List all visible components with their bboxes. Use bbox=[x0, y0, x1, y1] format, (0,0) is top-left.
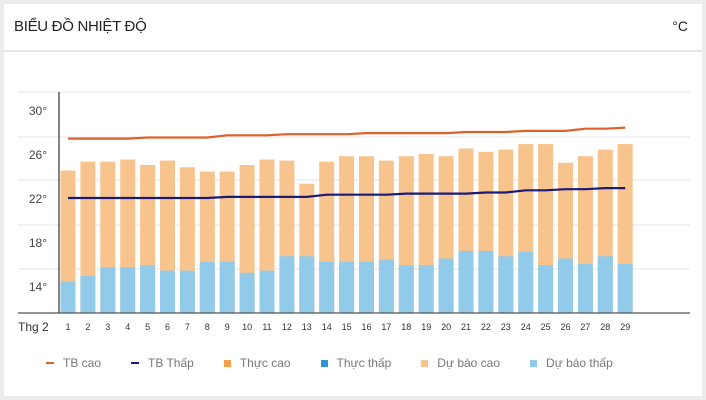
x-tick-label: 16 bbox=[361, 322, 371, 332]
x-tick-label: 4 bbox=[125, 322, 130, 332]
y-tick-label: 30° bbox=[29, 104, 47, 118]
legend-swatch bbox=[46, 362, 54, 364]
x-tick-label: 10 bbox=[242, 322, 252, 332]
forecast-low-bar bbox=[617, 264, 633, 313]
forecast-low-bar bbox=[279, 256, 295, 313]
x-tick-label: 28 bbox=[600, 322, 610, 332]
tb-cao-line bbox=[68, 126, 626, 140]
x-tick-label: 11 bbox=[262, 322, 271, 332]
legend-item-tb-thap[interactable]: TB Thấp bbox=[131, 356, 194, 370]
forecast-low-bar bbox=[538, 265, 554, 313]
x-tick-label: 20 bbox=[441, 322, 451, 332]
legend-item-du-bao-cao[interactable]: Dự báo cao bbox=[421, 356, 500, 370]
legend-item-du-bao-thap[interactable]: Dự báo thấp bbox=[530, 356, 613, 370]
x-tick-label: 17 bbox=[381, 322, 391, 332]
x-tick-label: 25 bbox=[541, 322, 551, 332]
forecast-low-bar bbox=[398, 265, 414, 313]
x-tick-label: 15 bbox=[342, 322, 352, 332]
y-tick-label: 22° bbox=[29, 192, 47, 206]
x-tick-label: 8 bbox=[205, 322, 210, 332]
forecast-low-bar bbox=[597, 256, 613, 313]
legend-item-thuc-cao[interactable]: Thực cao bbox=[223, 356, 291, 370]
forecast-low-bar bbox=[319, 261, 335, 313]
x-tick-label: 1 bbox=[65, 322, 70, 332]
legend-swatch bbox=[421, 359, 429, 367]
forecast-low-bar bbox=[518, 251, 534, 313]
y-tick-label: 14° bbox=[29, 280, 47, 294]
forecast-high-bar bbox=[60, 170, 76, 313]
legend-item-thuc-thap[interactable]: Thực thấp bbox=[320, 356, 392, 370]
unit-label: °C bbox=[672, 18, 688, 34]
forecast-low-bar bbox=[498, 256, 514, 313]
x-tick-label: 18 bbox=[401, 322, 411, 332]
tb-thap-line bbox=[68, 187, 626, 200]
forecast-high-bar bbox=[80, 161, 96, 313]
x-tick-label: 24 bbox=[521, 322, 531, 332]
chart-title: BIỂU ĐỒ NHIỆT ĐỘ bbox=[14, 18, 147, 35]
forecast-low-bar bbox=[438, 258, 454, 313]
x-tick-label: 21 bbox=[461, 322, 471, 332]
forecast-low-bar bbox=[219, 261, 235, 313]
x-tick-label: 14 bbox=[322, 322, 332, 332]
forecast-low-bar bbox=[199, 261, 215, 313]
forecast-low-bar bbox=[80, 276, 96, 313]
forecast-low-bar bbox=[478, 250, 494, 313]
legend-label: Dự báo thấp bbox=[546, 356, 613, 370]
forecast-low-bar bbox=[359, 261, 374, 313]
forecast-low-bar bbox=[179, 270, 195, 313]
x-tick-label: 13 bbox=[302, 322, 312, 332]
legend-swatch bbox=[223, 359, 231, 367]
forecast-low-bar bbox=[60, 281, 76, 313]
forecast-low-bar bbox=[140, 265, 156, 313]
legend-label: Thực cao bbox=[239, 356, 291, 370]
forecast-low-bar bbox=[239, 272, 255, 313]
x-tick-label: 7 bbox=[185, 322, 190, 332]
forecast-low-bar bbox=[299, 256, 315, 313]
x-tick-label: 5 bbox=[145, 322, 150, 332]
legend-swatch bbox=[530, 359, 538, 367]
x-tick-label: 27 bbox=[580, 322, 590, 332]
forecast-low-bar bbox=[339, 261, 355, 313]
x-tick-label: 23 bbox=[501, 322, 511, 332]
y-tick-label: 26° bbox=[29, 148, 47, 162]
forecast-low-bar bbox=[558, 258, 573, 313]
x-tick-label: 12 bbox=[282, 322, 292, 332]
x-tick-label: 29 bbox=[620, 322, 630, 332]
legend-label: TB Thấp bbox=[148, 356, 194, 370]
legend-label: Dự báo cao bbox=[437, 356, 501, 370]
chart-header: BIỂU ĐỒ NHIỆT ĐỘ °C bbox=[4, 4, 702, 52]
x-tick-label: 9 bbox=[225, 322, 230, 332]
x-tick-label: 3 bbox=[105, 322, 110, 332]
x-tick-label: 19 bbox=[421, 322, 431, 332]
forecast-low-bar bbox=[418, 265, 434, 313]
forecast-low-bar bbox=[378, 259, 394, 313]
forecast-low-bar bbox=[458, 250, 474, 313]
legend-item-tb-cao[interactable]: TB cao bbox=[46, 356, 101, 370]
forecast-low-bar bbox=[100, 267, 116, 313]
forecast-low-bar bbox=[577, 264, 593, 313]
x-tick-label: 22 bbox=[481, 322, 491, 332]
x-tick-label: 6 bbox=[165, 322, 170, 332]
forecast-low-bar bbox=[160, 270, 175, 313]
legend-label: TB cao bbox=[63, 356, 102, 370]
x-axis-label: Thg 2 bbox=[18, 320, 49, 334]
legend-swatch bbox=[131, 362, 140, 364]
legend-swatch bbox=[320, 359, 328, 367]
x-tick-label: 2 bbox=[85, 322, 90, 332]
forecast-low-bar bbox=[259, 270, 275, 313]
x-tick-label: 26 bbox=[560, 322, 570, 332]
chart-legend: TB cao TB Thấp Thực cao Thực thấp Dự báo… bbox=[46, 356, 643, 370]
y-tick-label: 18° bbox=[29, 236, 47, 250]
legend-label: Thực thấp bbox=[336, 356, 392, 370]
forecast-low-bar bbox=[120, 267, 136, 313]
